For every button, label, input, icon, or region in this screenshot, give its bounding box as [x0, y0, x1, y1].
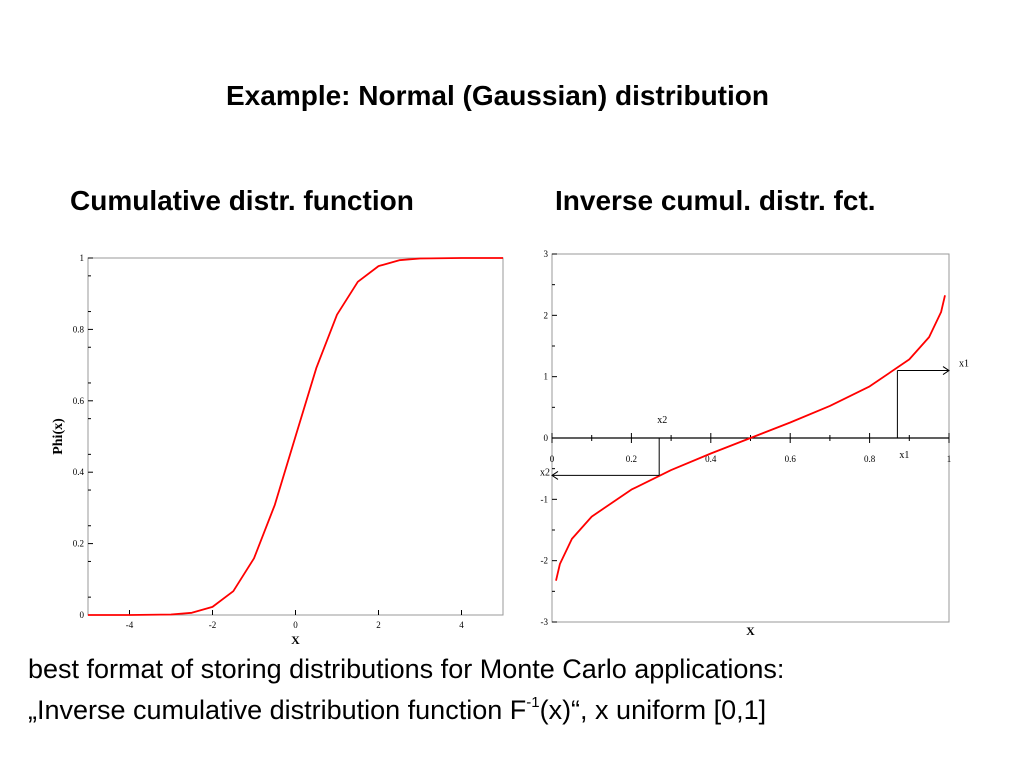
- caption-line-1: best format of storing distributions for…: [28, 654, 785, 684]
- inverse-cdf-x-tick-label: 1: [947, 454, 952, 464]
- cdf-x-tick-label: 0: [293, 620, 298, 630]
- inverse-cdf-y-tick-label: 0: [544, 433, 549, 443]
- cdf-y-tick-label: 0.4: [73, 467, 85, 477]
- cdf-y-axis-label: Phi(x): [51, 418, 66, 455]
- annotation-x2-x-label: x2: [657, 415, 667, 426]
- inverse-cdf-y-tick-label: -3: [541, 617, 549, 627]
- inverse-cdf-y-tick-label: 1: [544, 372, 549, 382]
- inverse-cdf-x-tick-label: 0.8: [864, 454, 876, 464]
- annotation-x1-arrowhead: [942, 366, 950, 375]
- inverse-cdf-x-tick-label: 0.4: [705, 454, 717, 464]
- inverse-cdf-curve: [555, 295, 946, 581]
- caption-line-2-end: (x)“, x uniform [0,1]: [539, 695, 767, 725]
- cdf-y-tick-label: 0.8: [73, 324, 85, 334]
- cdf-x-tick-label: 2: [376, 620, 381, 630]
- cdf-curve: [88, 257, 503, 616]
- inverse-cdf-x-tick-label: 0: [550, 454, 555, 464]
- cdf-x-tick-label: -2: [209, 620, 217, 630]
- cdf-y-tick-label: 0: [80, 610, 85, 620]
- page-title: Example: Normal (Gaussian) distribution: [226, 80, 769, 111]
- annotation-x1-y-label: x1: [959, 359, 969, 370]
- annotation-x2-arrowhead: [551, 470, 559, 480]
- cdf-chart-title: Cumulative distr. function: [70, 185, 414, 216]
- caption-superscript: -1: [526, 694, 540, 711]
- cdf-chart: 0 0.2 0.4 0.6 0.8 1 -4 -2 0 2 4 X Phi(x): [51, 253, 504, 647]
- inverse-cdf-chart: -3 -2 -1 0 1 2 3 0 0.2 0.4 0.6 0.8 1 x2 x2 x1 x1 X: [540, 249, 969, 638]
- inverse-cdf-y-tick-label: -1: [541, 494, 549, 504]
- caption-line-2-start: „Inverse cumulative distribution functio…: [28, 695, 527, 725]
- cdf-y-tick-label: 0.2: [73, 539, 84, 549]
- cdf-x-tick-label: -4: [126, 620, 134, 630]
- annotation-x1-x-label: x1: [899, 450, 909, 461]
- inverse-cdf-y-tick-label: -2: [541, 556, 549, 566]
- inverse-cdf-y-tick-label: 3: [544, 249, 549, 259]
- cdf-y-tick-label: 1: [80, 253, 85, 263]
- cdf-x-tick-label: 4: [459, 620, 464, 630]
- inverse-cdf-x-axis-label: X: [746, 624, 755, 638]
- inverse-cdf-x-tick-label: 0.2: [626, 454, 637, 464]
- inverse-cdf-x-tick-label: 0.6: [785, 454, 797, 464]
- cdf-x-axis-label: X: [291, 633, 300, 647]
- annotation-x2-y-label: x2: [540, 467, 550, 478]
- caption-line-2: „Inverse cumulative distribution functio…: [28, 695, 766, 726]
- cdf-y-tick-label: 0.6: [73, 396, 85, 406]
- inverse-cdf-y-tick-label: 2: [544, 310, 549, 320]
- inverse-cdf-chart-title: Inverse cumul. distr. fct.: [555, 185, 876, 216]
